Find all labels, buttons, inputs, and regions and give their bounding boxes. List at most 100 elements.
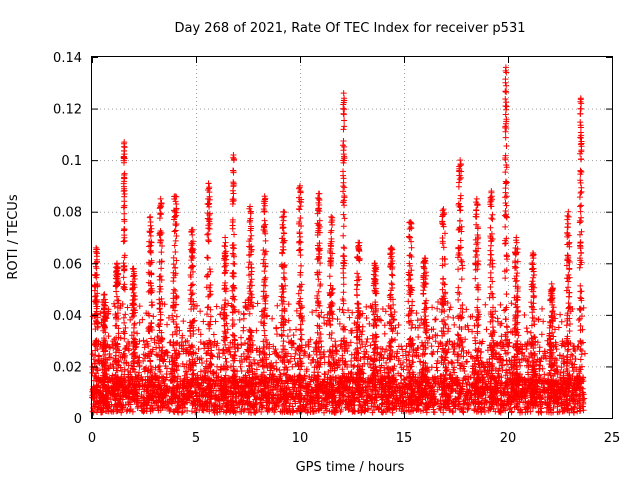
data-point [199, 407, 206, 414]
data-point [162, 363, 169, 370]
data-point [121, 226, 128, 233]
data-point [336, 320, 343, 327]
data-point [507, 405, 514, 412]
data-point [575, 316, 582, 323]
data-point [93, 249, 100, 256]
data-point [122, 324, 129, 331]
data-point [434, 367, 441, 374]
data-point [224, 326, 231, 333]
data-point [483, 326, 490, 333]
data-point [123, 408, 130, 415]
data-point [476, 339, 483, 346]
data-point [362, 351, 369, 358]
data-point [558, 364, 565, 371]
data-point [458, 348, 465, 355]
data-point [463, 349, 470, 356]
data-point [130, 293, 137, 300]
data-point [250, 356, 257, 363]
data-point [143, 338, 150, 345]
data-point [288, 353, 295, 360]
data-point [521, 312, 528, 319]
data-point [395, 321, 402, 328]
data-point [449, 380, 456, 387]
data-point [179, 360, 186, 367]
data-point [120, 154, 127, 161]
data-point [498, 338, 505, 345]
data-point [114, 297, 121, 304]
data-point [124, 304, 131, 311]
data-point [448, 360, 455, 367]
data-point [540, 318, 547, 325]
data-point [175, 409, 182, 416]
data-point [572, 356, 579, 363]
chart-title: Day 268 of 2021, Rate Of TEC Index for r… [175, 21, 526, 36]
data-point [284, 333, 291, 340]
data-point [462, 323, 469, 330]
data-point [557, 369, 564, 376]
data-point [363, 314, 370, 321]
data-point [394, 330, 401, 337]
data-point [274, 302, 281, 309]
data-point [434, 357, 441, 364]
data-point [290, 332, 297, 339]
data-point [444, 313, 451, 320]
data-point [506, 377, 513, 384]
data-point [506, 366, 513, 373]
data-point [554, 408, 561, 415]
data-point [240, 315, 247, 322]
data-point [120, 274, 127, 281]
data-point [105, 333, 112, 340]
data-point [430, 326, 437, 333]
data-point [507, 376, 514, 383]
data-point [400, 359, 407, 366]
data-point [305, 353, 312, 360]
data-point [556, 352, 563, 359]
data-point [551, 326, 558, 333]
data-point [332, 338, 339, 345]
data-point [308, 360, 315, 367]
data-point [228, 302, 235, 309]
data-point [346, 314, 353, 321]
data-point [181, 363, 188, 370]
data-point [240, 327, 247, 334]
data-point [364, 336, 371, 343]
data-point [471, 358, 478, 365]
data-point [506, 406, 513, 413]
data-point [213, 303, 220, 310]
data-point [236, 357, 243, 364]
data-point [273, 366, 280, 373]
data-point [93, 375, 100, 382]
data-point [556, 374, 563, 381]
data-point [477, 385, 484, 392]
data-point [159, 344, 166, 351]
data-point [320, 314, 327, 321]
data-point [136, 319, 143, 326]
data-point [492, 308, 499, 315]
data-point [210, 372, 217, 379]
data-point [210, 331, 217, 338]
data-point [169, 331, 176, 338]
data-point [203, 358, 210, 365]
data-point [238, 368, 245, 375]
data-point [432, 316, 439, 323]
data-point [186, 358, 193, 365]
data-point [120, 238, 127, 245]
data-point [450, 314, 457, 321]
data-point [536, 344, 543, 351]
data-point [92, 373, 99, 380]
data-point [124, 407, 131, 413]
data-point [122, 311, 129, 318]
data-point [382, 388, 389, 395]
data-point [241, 339, 248, 346]
data-point [535, 409, 542, 416]
data-point [376, 357, 383, 364]
data-point [121, 144, 128, 151]
data-point [251, 386, 258, 393]
data-point [130, 324, 137, 331]
data-point [131, 320, 138, 327]
data-point [110, 300, 117, 307]
data-point [134, 330, 141, 337]
data-point [293, 307, 300, 314]
data-point [398, 380, 405, 387]
